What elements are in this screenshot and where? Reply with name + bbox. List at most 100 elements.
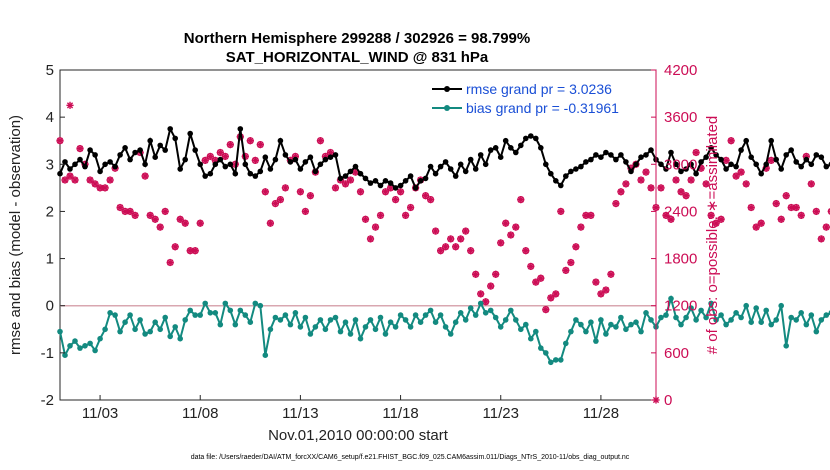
obs-assimilated-point-20 — [156, 223, 164, 231]
obs-assimilated-point-23 — [171, 243, 179, 251]
series-0-point-96 — [538, 145, 544, 151]
obs-assimilated-point-95 — [532, 278, 540, 286]
series-1-point-57 — [342, 319, 349, 326]
series-0-point-90 — [508, 145, 514, 151]
series-0-point-102 — [568, 168, 574, 175]
y-tick-label-left-4: 2 — [46, 203, 54, 220]
obs-assimilated-point-57 — [341, 180, 350, 188]
series-0-point-80 — [457, 161, 464, 168]
obs-assimilated-point-17 — [141, 172, 149, 180]
obs-assimilated-point-28 — [196, 219, 204, 227]
legend: rmse grand pr = 3.0236 bias grand pr = -0… — [432, 81, 619, 116]
series-0-point-42 — [267, 166, 274, 172]
x-tick-label-1: 11/08 — [182, 405, 218, 422]
series-0-point-29 — [202, 173, 208, 179]
series-1-point-82 — [467, 305, 474, 311]
series-1-point-49 — [302, 314, 309, 321]
series-0-point-129 — [703, 154, 709, 160]
x-tick-label-4: 11/23 — [483, 405, 519, 422]
obs-assimilated-point-77 — [442, 243, 450, 251]
series-1-point-108 — [598, 317, 604, 323]
series-0-point-62 — [367, 180, 374, 186]
series-1-point-94 — [528, 335, 534, 342]
series-1-point-53 — [322, 326, 329, 333]
obs-assimilated-point-19 — [151, 215, 159, 223]
obs-assimilated-outlier — [66, 101, 74, 109]
series-0-point-87 — [492, 145, 499, 151]
obs-assimilated-point-21 — [161, 207, 169, 216]
obs-assimilated-point-84 — [477, 290, 485, 298]
obs-assimilated-point-137 — [742, 180, 750, 188]
obs-assimilated-point-121 — [662, 211, 670, 219]
obs-assimilated-point-108 — [597, 290, 605, 298]
y-axis-label-left: rmse and bias (model - observation) — [7, 115, 24, 355]
ticks-group: 11/03 11/08 11/13 11/18 11/23 11/28 -2 -1 0 1 2 3 4 5… — [41, 62, 698, 422]
obs-assimilated-point-133 — [722, 156, 730, 164]
series-1-point-23 — [172, 324, 178, 330]
series-0-point-55 — [332, 152, 339, 158]
series-1-point-135 — [733, 310, 739, 316]
series-0-point-39 — [252, 173, 259, 179]
obs-assimilated-point-123 — [672, 176, 680, 184]
series-0-point-99 — [553, 178, 559, 184]
series-1-point-78 — [447, 331, 454, 337]
series-0-point-36 — [237, 126, 244, 132]
series-1-point-130 — [708, 300, 714, 307]
series-1-point-29 — [202, 300, 208, 307]
series-1-point-74 — [427, 307, 434, 314]
series-0-point-100 — [558, 182, 564, 189]
obs-assimilated-point-81 — [462, 227, 470, 235]
series-0-point-143 — [773, 156, 779, 163]
series-1-point-84 — [477, 300, 484, 307]
series-0-point-28 — [197, 161, 203, 168]
series-0-point-63 — [372, 178, 379, 184]
obs-assimilated-point-44 — [276, 196, 284, 204]
series-1-point-111 — [613, 324, 619, 330]
series-0-point-104 — [578, 163, 584, 170]
series-0-point-61 — [362, 175, 369, 182]
series-0-point-15 — [132, 149, 138, 156]
series-1-point-67 — [392, 324, 399, 330]
series-1-point-134 — [728, 317, 734, 323]
obs-assimilated-point-120 — [657, 184, 665, 192]
x-tick-label-3: 11/18 — [382, 405, 418, 422]
series-1-point-107 — [593, 338, 599, 344]
series-0-point-107 — [593, 152, 599, 158]
series-0-point-20 — [157, 142, 163, 149]
series-1-point-86 — [487, 307, 494, 314]
obs-assimilated-point-62 — [366, 235, 375, 243]
series-0-point-147 — [793, 159, 799, 165]
obs-assimilated-point-33 — [221, 152, 229, 161]
obs-assimilated-point-70 — [406, 203, 415, 212]
y-tick-label-right-0: 0 — [664, 392, 672, 409]
series-0-point-127 — [693, 170, 699, 177]
series-0-point-95 — [533, 135, 539, 142]
obs-assimilated-point-10 — [106, 176, 114, 184]
x-axis-label: Nov.01,2010 00:00:00 start — [268, 427, 449, 444]
series-0-point-60 — [357, 170, 364, 177]
series-0-point-14 — [127, 156, 133, 163]
x-tick-label-2: 11/13 — [282, 405, 318, 422]
series-1-point-125 — [683, 314, 689, 321]
series-0-point-113 — [623, 159, 629, 165]
obs-assimilated-point-67 — [391, 196, 400, 204]
series-1-point-45 — [282, 312, 289, 318]
obs-assimilated-point-139 — [752, 223, 760, 231]
series-0-point-141 — [763, 161, 769, 168]
obs-assimilated-point-152 — [817, 235, 825, 243]
series-0-point-134 — [728, 161, 734, 168]
series-1-point-136 — [738, 314, 744, 321]
obs-assimilated-point-127 — [692, 148, 700, 157]
obs-assimilated-point-0 — [56, 137, 64, 145]
series-1-point-31 — [212, 310, 219, 316]
series-1-point-4 — [77, 345, 83, 351]
series-1-point-3 — [72, 338, 78, 344]
series-0-point-56 — [337, 175, 344, 182]
series-1-point-35 — [232, 321, 239, 328]
y-tick-label-left-1: -1 — [41, 345, 54, 362]
series-1-point-21 — [162, 314, 168, 321]
obs-assimilated-point-100 — [557, 207, 565, 216]
series-1-point-50 — [307, 331, 314, 337]
series-0-point-140 — [758, 170, 764, 177]
